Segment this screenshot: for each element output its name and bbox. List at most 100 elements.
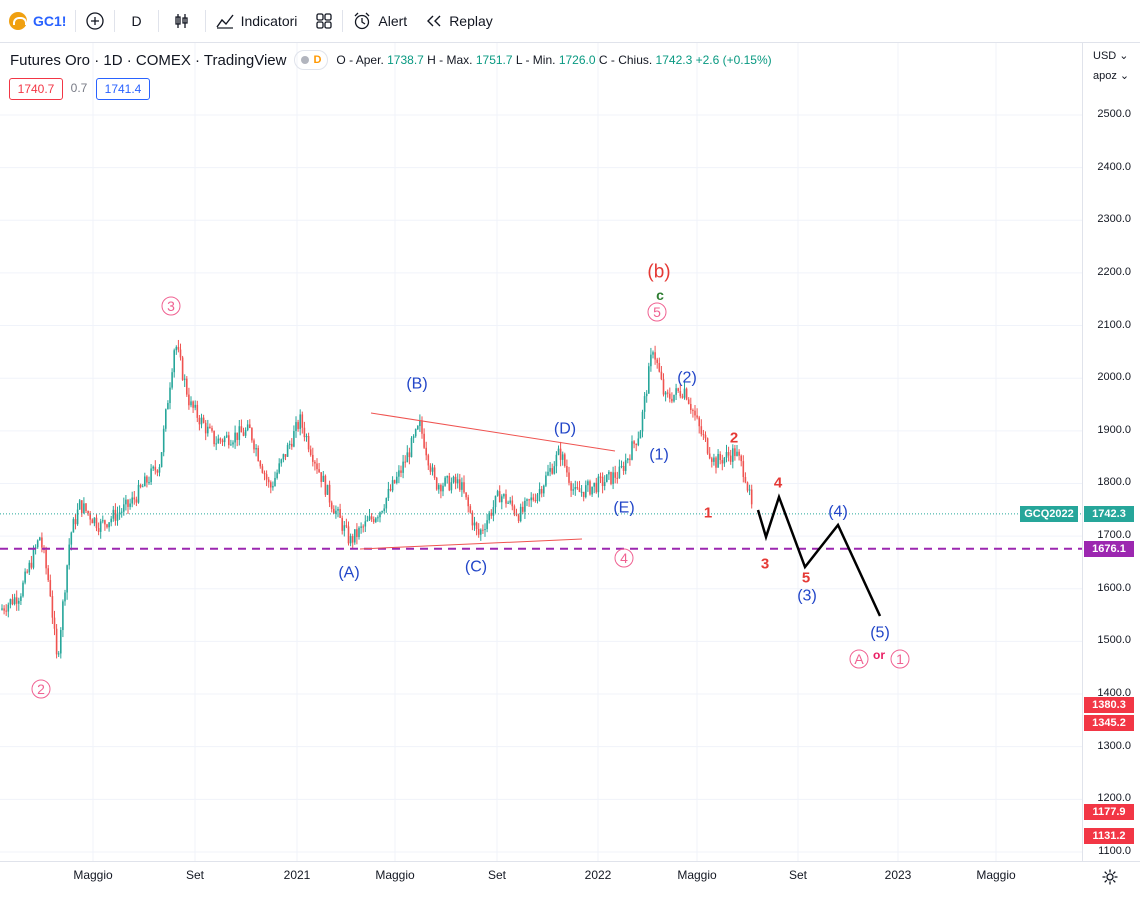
candle-body [236, 432, 238, 440]
candle-body [270, 482, 272, 488]
candle-body [141, 486, 144, 488]
wave-label-circled-5-ring [647, 302, 667, 322]
replay-label: Replay [449, 13, 493, 29]
target-price-label: 1131.2 [1084, 828, 1134, 844]
candle-body [673, 394, 675, 402]
compare-button[interactable] [76, 0, 114, 42]
candle-body [648, 366, 650, 394]
candle-body [687, 399, 690, 405]
candle-body [645, 393, 648, 397]
candle-body [150, 468, 152, 483]
candle-body [13, 597, 16, 605]
candle-body [473, 522, 476, 526]
support-price-label: 1676.1 [1084, 541, 1134, 557]
alert-button[interactable]: Alert [343, 0, 416, 42]
candle-body [74, 519, 77, 525]
candle-body [549, 468, 551, 472]
candle-body [160, 452, 163, 468]
candle-body [448, 476, 451, 491]
candle-body [244, 430, 247, 436]
candle-body [97, 528, 100, 532]
time-tick-label: 2023 [884, 868, 912, 882]
candle-body [679, 390, 682, 397]
symbol-search[interactable]: GC1! [0, 0, 75, 42]
candle-body [356, 529, 358, 538]
time-axis[interactable] [0, 861, 1140, 899]
indicators-button[interactable]: Indicatori [206, 0, 307, 42]
candle-body [26, 571, 28, 573]
candle-body [223, 437, 226, 443]
candle-body [305, 435, 308, 438]
candle-body [723, 457, 726, 464]
price-tick-label: 1600.0 [1097, 581, 1131, 594]
candle-body [603, 482, 606, 487]
candle-body [104, 520, 106, 525]
candle-body [421, 420, 423, 434]
price-tick-label: 1700.0 [1097, 529, 1131, 542]
interval-button[interactable]: D [115, 0, 157, 42]
candle-body [286, 445, 289, 457]
chart-pane[interactable]: 3 2 5 4 A 1 or (b) c (A) (B) (C) (D) (E) (1) (2) (3) (4) (… [0, 43, 1082, 861]
rewind-icon [427, 15, 441, 27]
price-axis[interactable]: USD ⌄ apoz ⌄ 2500.0 2400.0 2300.0 2200.0 210… [1082, 43, 1140, 861]
wave-label-b: (b) [647, 262, 670, 283]
candle-body [87, 510, 89, 514]
candle-body [385, 498, 388, 509]
wave-label-2: (2) [677, 370, 697, 387]
candle-body [410, 438, 413, 458]
candle-body [156, 470, 159, 473]
candle-body [492, 507, 495, 516]
candle-body [624, 460, 627, 471]
candle-body [505, 494, 507, 504]
scale-mode-selector[interactable]: apoz ⌄ [1093, 69, 1129, 82]
wave-label-1: (1) [649, 447, 669, 464]
candle-body [561, 454, 564, 460]
candle-body [591, 486, 593, 495]
candle-body [324, 475, 327, 495]
candle-body [530, 497, 532, 501]
candle-body [175, 346, 178, 351]
time-tick-label: 2021 [283, 868, 311, 882]
wave-label-circled-2-ring [31, 679, 51, 699]
ask-price-box[interactable]: 1741.4 [96, 78, 150, 100]
candle-body [295, 422, 297, 432]
triangle-lower-trendline[interactable] [359, 538, 583, 550]
candle-body [566, 466, 568, 473]
wave-label-d: (D) [554, 421, 576, 438]
price-chart[interactable]: 3 2 5 4 A 1 or (b) c (A) (B) (C) (D) (E) (1) (2) (3) (4) (… [0, 43, 1082, 861]
candle-body [444, 477, 446, 486]
candle-body [215, 443, 217, 445]
candle-body [28, 562, 31, 573]
candle-body [639, 431, 642, 439]
projection-path[interactable] [756, 493, 882, 617]
time-tick-label: Maggio [976, 868, 1016, 882]
candle-body [167, 403, 169, 410]
candle-body [47, 568, 49, 581]
candle-body [671, 398, 673, 402]
chart-style-button[interactable] [159, 0, 205, 42]
price-tick-label: 2000.0 [1097, 371, 1131, 384]
candle-body [118, 512, 121, 514]
triangle-upper-trendline[interactable] [370, 412, 616, 452]
wave-label-5: (5) [870, 625, 890, 642]
candle-body [438, 485, 440, 490]
bid-price-box[interactable]: 1740.7 [9, 78, 63, 100]
settings-gear-icon[interactable] [1101, 868, 1119, 886]
candle-body [360, 526, 362, 528]
candle-body [102, 520, 104, 522]
wave-label-circled-3-ring [161, 296, 181, 316]
subwave-label-5: 5 [802, 570, 810, 587]
candle-body [265, 474, 268, 480]
candle-body [72, 519, 75, 533]
layout-button[interactable] [306, 0, 342, 42]
replay-button[interactable]: Replay [416, 0, 502, 42]
candle-body [461, 482, 463, 490]
candle-body [511, 500, 514, 507]
currency-selector[interactable]: USD ⌄ [1093, 49, 1129, 62]
legend-title[interactable]: Futures Oro · 1D · COMEX · TradingView [10, 51, 287, 69]
price-tick-label: 1900.0 [1097, 423, 1131, 436]
time-tick-label: Maggio [375, 868, 415, 882]
market-status-pill[interactable]: D [294, 50, 329, 70]
candle-body [354, 529, 356, 543]
wave-label-circled-1-ring [890, 649, 910, 669]
